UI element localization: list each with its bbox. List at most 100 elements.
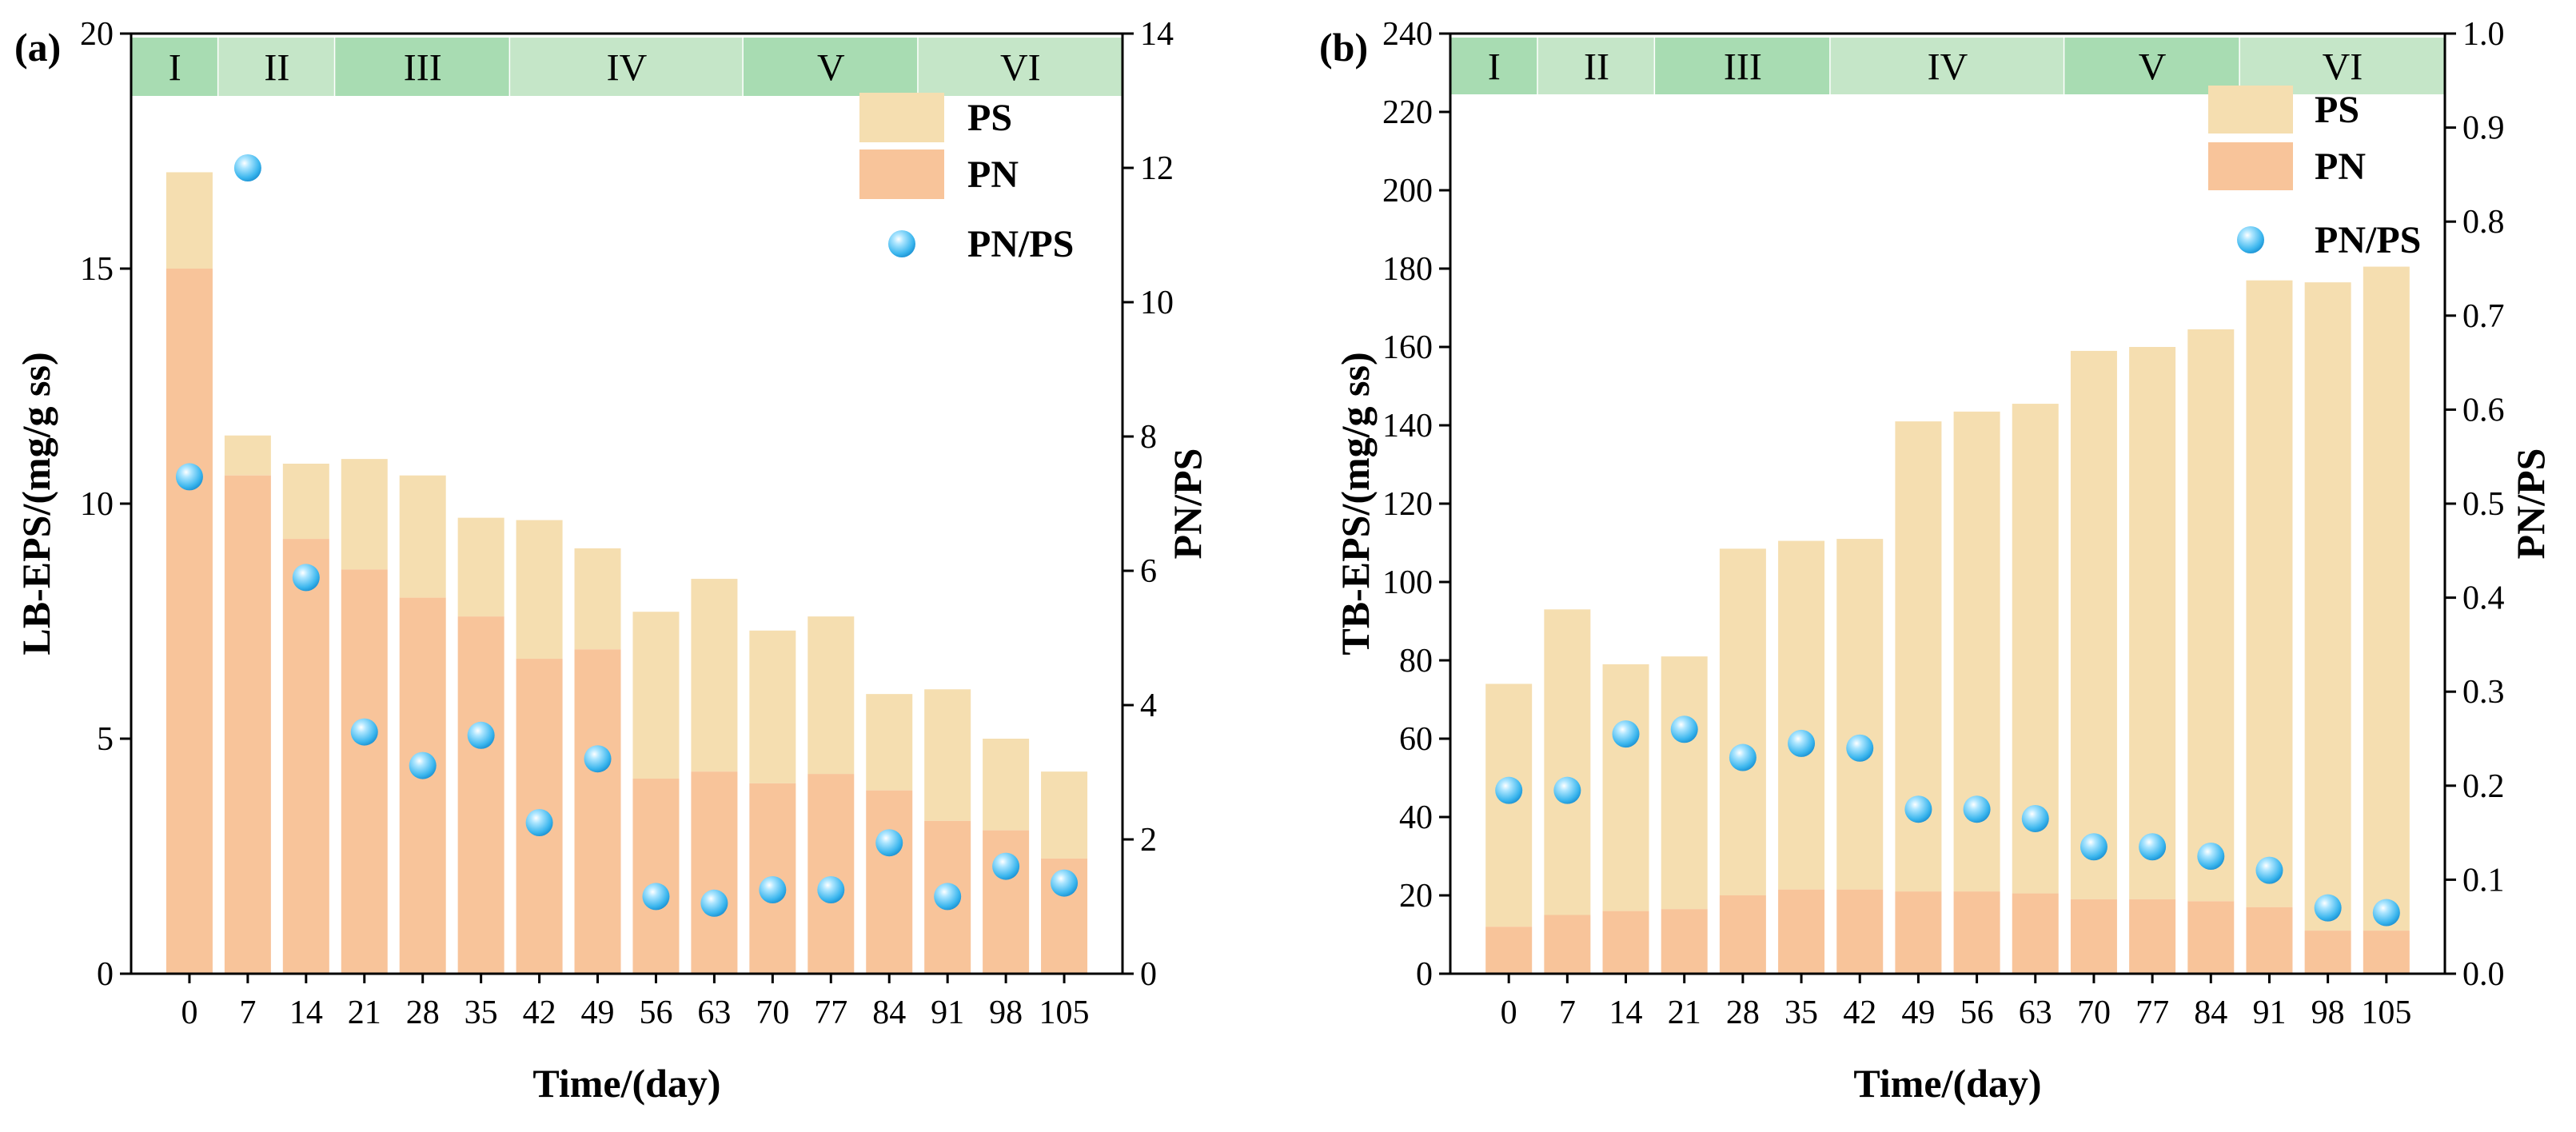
x-tick-label: 77 <box>814 994 847 1031</box>
y-tick-label: 160 <box>1382 329 1433 366</box>
marker-pn-ps <box>1963 795 1991 823</box>
y-tick-label: 180 <box>1382 251 1433 288</box>
x-tick-label: 14 <box>1609 994 1643 1031</box>
bar-ps <box>1041 771 1088 859</box>
bar-pn <box>807 774 855 974</box>
marker-pn-ps <box>934 883 962 911</box>
y-tick-label: 15 <box>80 251 114 288</box>
marker-pn-ps <box>2080 833 2107 861</box>
y2-axis-title: PN/PS <box>2508 448 2553 560</box>
x-tick-label: 84 <box>872 994 906 1031</box>
bar-ps <box>924 689 971 821</box>
bar-pn <box>691 771 738 974</box>
marker-pn-ps <box>233 154 261 181</box>
y-tick-label: 200 <box>1382 173 1433 209</box>
y-tick-label: 0 <box>97 956 114 993</box>
bar-pn <box>1602 911 1649 974</box>
bar-ps <box>457 517 504 617</box>
marker-pn-ps <box>1729 743 1757 771</box>
x-tick-label: 84 <box>2194 994 2227 1031</box>
marker-pn-ps <box>2021 804 2049 832</box>
phase-band-III <box>1655 38 1831 94</box>
marker-pn-ps <box>1553 776 1581 804</box>
marker-pn-ps <box>350 718 378 746</box>
phase-label: I <box>169 47 181 90</box>
bar-pn <box>1485 927 1533 974</box>
y-tick-label: 0 <box>1416 956 1433 993</box>
bar-pn <box>632 778 680 974</box>
bar-ps <box>1661 656 1708 910</box>
marker-pn-ps <box>584 745 612 773</box>
panel-label: (b) <box>1319 25 1368 70</box>
y2-tick-label: 0.0 <box>2462 956 2505 993</box>
marker-pn-ps <box>1788 729 1816 757</box>
marker-pn-ps <box>642 883 670 911</box>
bar-ps <box>1544 609 1591 915</box>
x-tick-label: 7 <box>1559 994 1576 1031</box>
marker-pn-ps <box>2372 899 2400 927</box>
y2-tick-label: 0.1 <box>2462 862 2505 899</box>
legend-swatch-pn <box>859 149 944 199</box>
legend-swatch-ps <box>2208 86 2293 134</box>
bar-pn <box>165 269 213 974</box>
y2-tick-label: 1.0 <box>2462 16 2505 53</box>
x-tick-label: 91 <box>2252 994 2286 1031</box>
x-tick-label: 49 <box>1901 994 1935 1031</box>
legend-label-pn: PN <box>967 153 1019 196</box>
x-tick-label: 56 <box>1960 994 1994 1031</box>
x-tick-label: 21 <box>348 994 381 1031</box>
bar-pn <box>341 569 388 974</box>
bar-pn <box>1895 891 1942 974</box>
y-tick-label: 100 <box>1382 564 1433 601</box>
y2-tick-label: 6 <box>1140 553 1157 590</box>
x-tick-label: 0 <box>1501 994 1517 1031</box>
x-tick-label: 105 <box>1039 994 1090 1031</box>
y2-tick-label: 4 <box>1140 688 1157 724</box>
phase-label: I <box>1488 46 1501 89</box>
x-tick-label: 77 <box>2135 994 2169 1031</box>
x-tick-label: 105 <box>2361 994 2411 1031</box>
bar-ps <box>2129 347 2176 899</box>
bar-ps <box>2187 329 2235 902</box>
phase-label: III <box>1724 46 1762 89</box>
marker-pn-ps <box>2197 843 2225 870</box>
phase-band-IV <box>1830 38 2065 94</box>
y-tick-label: 40 <box>1399 799 1433 836</box>
bar-ps <box>574 548 621 650</box>
legend-swatch-pn <box>2208 142 2293 190</box>
bar-pn <box>866 790 913 974</box>
x-tick-label: 70 <box>756 994 789 1031</box>
bar-pn <box>2129 899 2176 974</box>
panel-b: I II III IV V VI02040608010012014016018020022… <box>1319 16 2553 1106</box>
y-tick-label: 140 <box>1382 408 1433 444</box>
bar-pn <box>457 616 504 974</box>
x-tick-label: 28 <box>406 994 440 1031</box>
bar-ps <box>2070 350 2117 899</box>
y2-tick-label: 0.7 <box>2462 298 2505 335</box>
marker-pn-ps <box>1051 869 1079 897</box>
y-tick-label: 220 <box>1382 94 1433 131</box>
bar-ps <box>224 435 271 476</box>
x-tick-label: 28 <box>1726 994 1760 1031</box>
phase-band-I <box>131 38 219 96</box>
x-tick-label: 21 <box>1668 994 1701 1031</box>
x-tick-label: 56 <box>639 994 672 1031</box>
phase-band-II <box>218 38 336 96</box>
legend-label-ps: PS <box>967 97 1012 139</box>
y2-tick-label: 12 <box>1140 150 1174 187</box>
phase-label: IV <box>1928 46 1968 89</box>
phase-band-V <box>2064 38 2240 94</box>
phase-band-I <box>1450 38 1538 94</box>
y-tick-label: 120 <box>1382 486 1433 523</box>
marker-pn-ps <box>992 852 1020 880</box>
y2-tick-label: 0.9 <box>2462 110 2505 147</box>
x-tick-label: 35 <box>1784 994 1818 1031</box>
bar-ps <box>165 172 213 269</box>
y2-tick-label: 10 <box>1140 285 1174 321</box>
bar-pn <box>1836 889 1884 974</box>
panel-label: (a) <box>14 25 61 70</box>
phase-band-II <box>1537 38 1656 94</box>
marker-pn-ps <box>2139 833 2167 861</box>
bar-pn <box>574 649 621 974</box>
